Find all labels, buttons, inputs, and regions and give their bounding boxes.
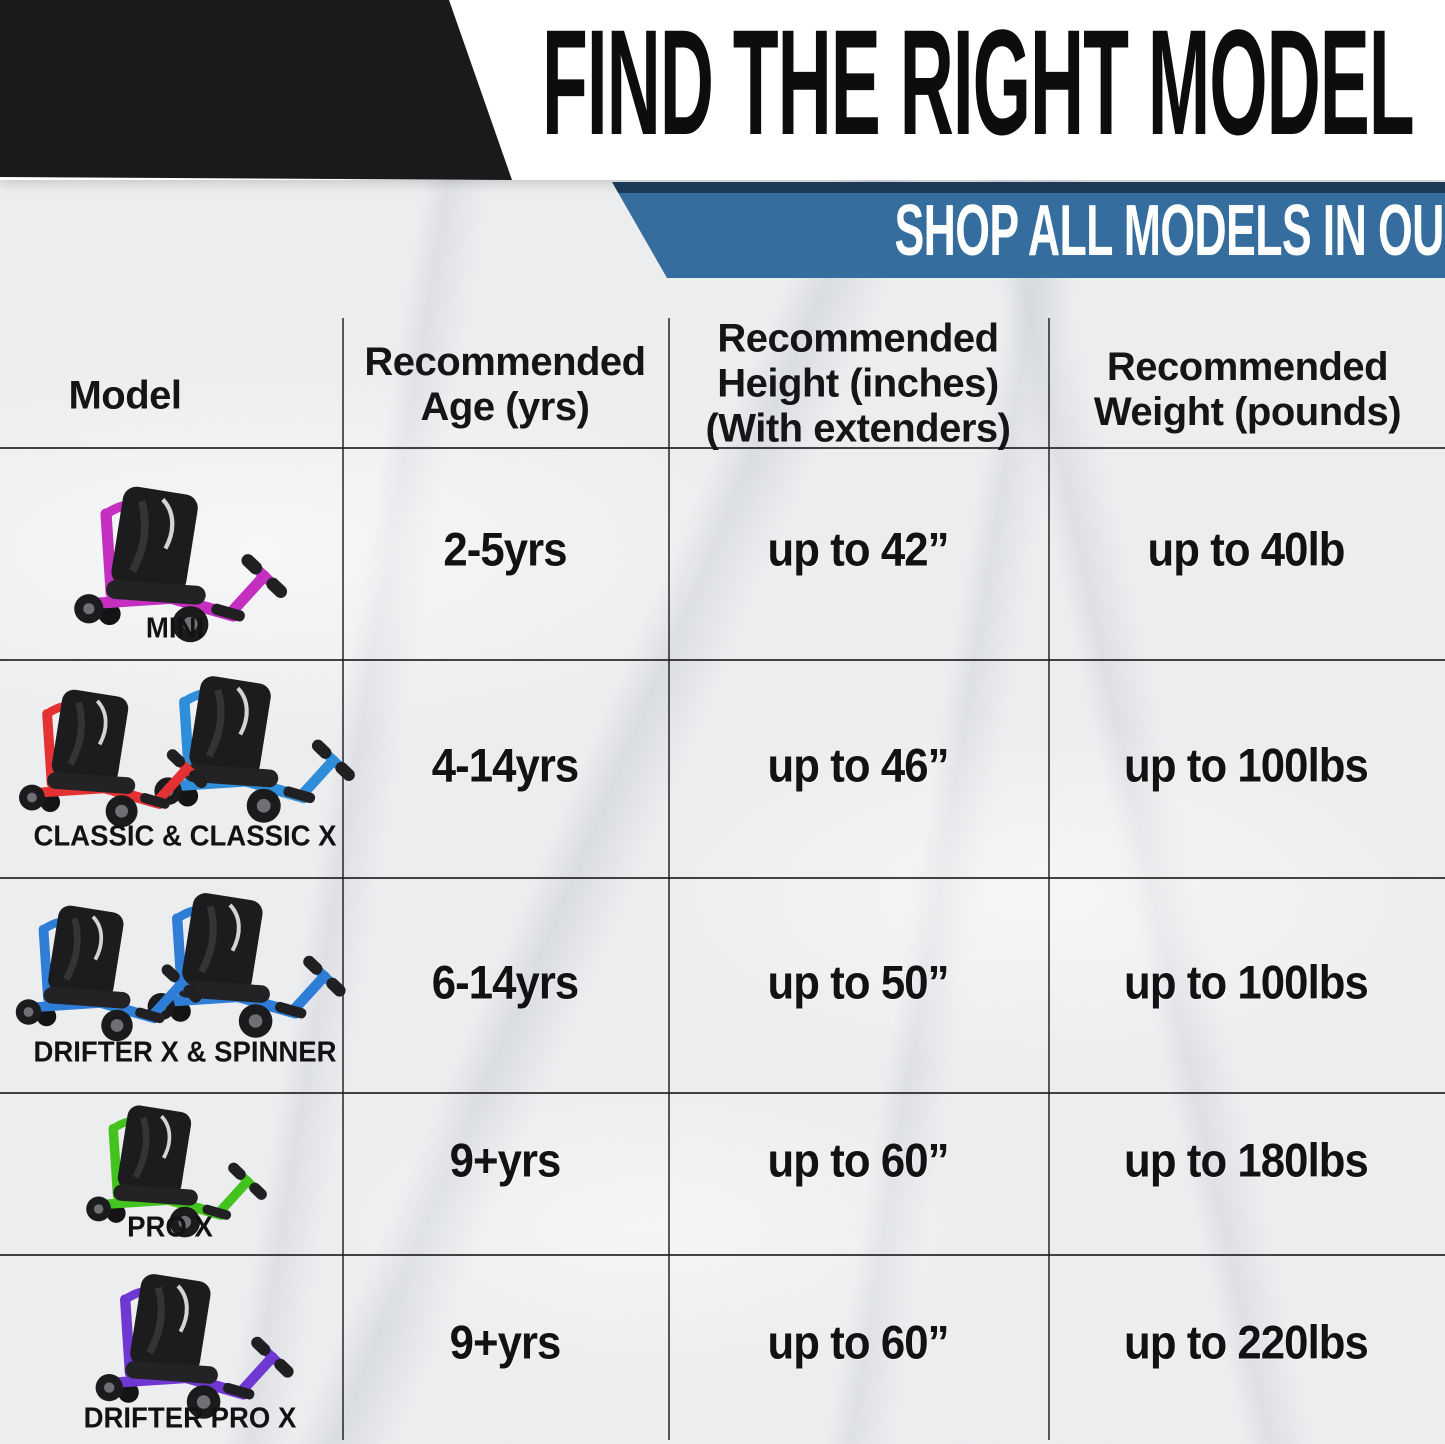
store-banner-ribbon[interactable]: SHOP ALL MODELS IN OUR STORE (612, 182, 1445, 278)
age-value: 4-14yrs (431, 738, 580, 792)
column-header-model-label: Model (68, 373, 182, 418)
age-value: 9+yrs (449, 1133, 562, 1187)
row-divider-5 (0, 1254, 1445, 1256)
column-header-weight-line1: Recommended (1106, 345, 1389, 389)
height-value: up to 50” (767, 955, 949, 1009)
column-header-age: Recommended Age (yrs) (344, 340, 666, 430)
column-divider-2 (668, 318, 670, 1440)
row-divider-1 (0, 447, 1445, 449)
height-value: up to 46” (767, 738, 949, 792)
row-divider-4 (0, 1092, 1445, 1094)
page-title: FIND THE RIGHT MODEL (542, 0, 1415, 166)
model-name: PRO X (127, 1211, 213, 1244)
age-value: 6-14yrs (431, 955, 580, 1009)
column-header-age-line2: Age (yrs) (420, 385, 590, 429)
weight-value: up to 40lb (1147, 522, 1345, 576)
column-header-age-line1: Recommended (364, 340, 646, 384)
model-name: CLASSIC & CLASSIC X (33, 820, 337, 853)
column-header-weight: Recommended Weight (pounds) (1050, 345, 1445, 435)
weight-value: up to 100lbs (1124, 738, 1369, 792)
vehicle-image-classic (5, 682, 220, 834)
age-value: 9+yrs (449, 1315, 562, 1369)
model-name: DRIFTER X & SPINNER (33, 1036, 337, 1069)
model-name: MINI (145, 612, 205, 645)
height-value: up to 60” (767, 1315, 949, 1369)
row-divider-2 (0, 659, 1445, 661)
column-divider-1 (342, 318, 344, 1440)
age-value: 2-5yrs (443, 522, 567, 576)
model-name: DRIFTER PRO X (83, 1402, 297, 1435)
row-divider-3 (0, 877, 1445, 879)
column-header-height: Recommended Height (inches) (With extend… (670, 317, 1046, 452)
vehicle-image-drifter-x (2, 898, 214, 1048)
column-header-height-line2: Height (inches) (717, 361, 999, 406)
column-header-model: Model (25, 374, 225, 419)
column-header-weight-line2: Weight (pounds) (1093, 390, 1402, 434)
column-header-height-line3: (With extenders) (705, 406, 1011, 451)
black-corner-shape (0, 0, 512, 180)
weight-value: up to 100lbs (1124, 955, 1369, 1009)
height-value: up to 42” (767, 522, 949, 576)
column-divider-3 (1048, 318, 1050, 1440)
height-value: up to 60” (767, 1133, 949, 1187)
store-banner-label: SHOP ALL MODELS IN OUR STORE (894, 191, 1445, 271)
column-header-height-line1: Recommended (717, 316, 999, 361)
weight-value: up to 180lbs (1124, 1133, 1369, 1187)
weight-value: up to 220lbs (1124, 1315, 1369, 1369)
